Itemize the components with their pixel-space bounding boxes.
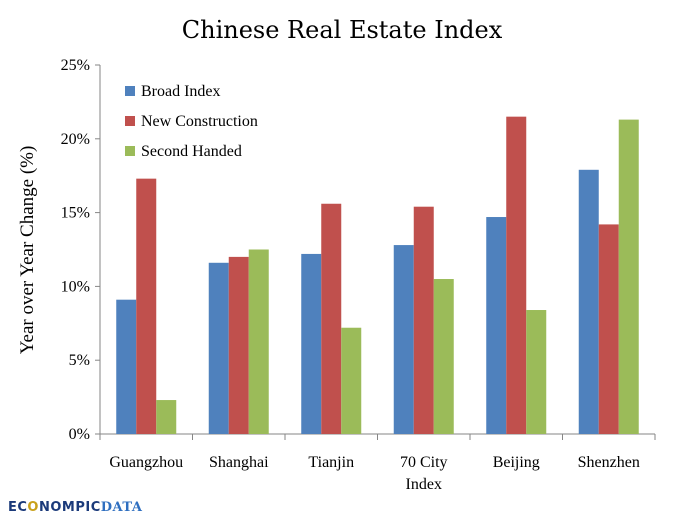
bar-new-construction (136, 178, 157, 434)
bar-second-handed (618, 119, 639, 434)
y-tick-label: 15% (61, 205, 90, 222)
y-tick-label: 5% (69, 352, 90, 369)
bar-new-construction (413, 206, 434, 434)
bar-broad-index (578, 169, 599, 434)
legend-label: Broad Index (141, 83, 221, 100)
bar-new-construction (228, 256, 249, 434)
bar-broad-index (116, 299, 137, 434)
logo-part-ec: EC (8, 500, 28, 515)
bar-new-construction (321, 203, 342, 434)
y-axis-label: Year over Year Change (%) (17, 146, 38, 355)
bar-second-handed (156, 400, 177, 434)
bar-new-construction (506, 116, 527, 434)
chart-title: Chinese Real Estate Index (182, 16, 503, 44)
y-tick-label: 10% (61, 278, 90, 295)
bar-broad-index (393, 245, 414, 434)
bar-second-handed (341, 327, 362, 434)
y-tick-label: 20% (61, 131, 90, 148)
economicdata-logo: ECONOMPICDATA (8, 500, 142, 515)
x-tick-label: Tianjin (308, 454, 354, 471)
bar-second-handed (433, 279, 454, 434)
bar-second-handed (526, 310, 547, 434)
bar-new-construction (598, 224, 619, 434)
x-tick-label: Shenzhen (578, 454, 640, 471)
x-tick-label-line: 70 City (400, 454, 448, 471)
x-tick-label-line: Tianjin (308, 454, 354, 471)
legend-label: New Construction (141, 113, 258, 130)
logo-part-data: DATA (100, 500, 143, 515)
y-tick-label: 25% (61, 57, 90, 74)
legend-label: Second Handed (141, 143, 242, 160)
bars (116, 116, 639, 434)
logo-part-o: O (27, 500, 39, 515)
x-tick-label-line: Shanghai (209, 454, 269, 471)
x-tick-label: Shanghai (209, 454, 269, 471)
bar-broad-index (486, 217, 507, 434)
legend-swatch (125, 86, 135, 96)
x-tick-label: 70 City Index (400, 454, 448, 493)
legend-swatch (125, 146, 135, 156)
x-tick-label-line: Guangzhou (109, 454, 183, 471)
axes: 0% 5% 10% 15% 20% 25% Guangzhou Shanghai Tianjin… (61, 57, 656, 493)
x-tick-label-line: Beijing (493, 454, 540, 471)
bar-broad-index (208, 262, 229, 434)
x-tick-label: Beijing (493, 454, 540, 471)
legend-swatch (125, 116, 135, 126)
legend: Broad Index New Construction Second Handed (125, 83, 258, 160)
bar-second-handed (248, 249, 269, 434)
bar-broad-index (301, 253, 322, 434)
logo-part-nompic: NOMPIC (38, 500, 101, 515)
x-tick-label-line: Shenzhen (578, 454, 640, 471)
x-tick-label-line: Index (406, 476, 442, 493)
x-tick-label: Guangzhou (109, 454, 183, 471)
y-tick-label: 0% (69, 426, 90, 443)
